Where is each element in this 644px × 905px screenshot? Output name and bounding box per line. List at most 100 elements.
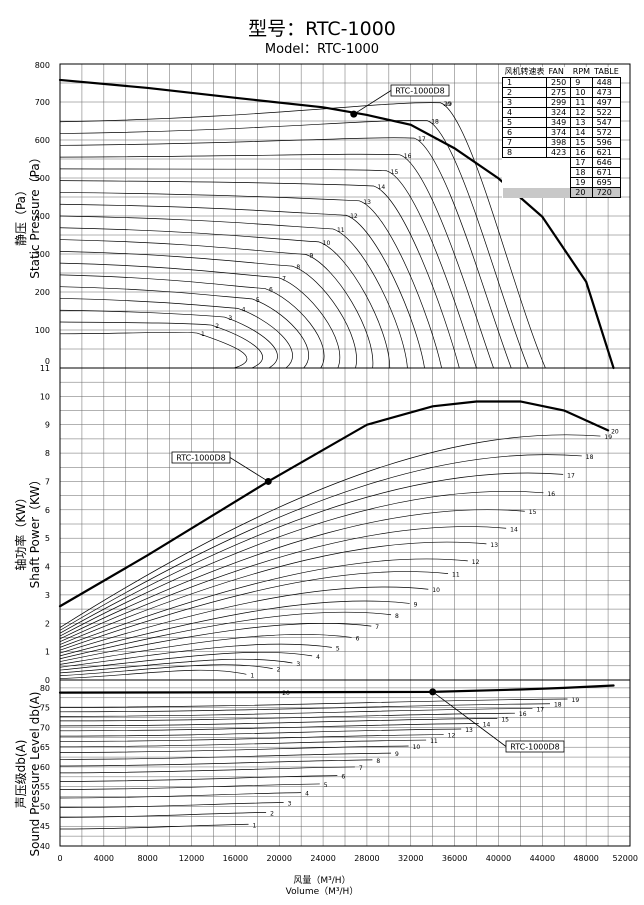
pressure-curve	[59, 321, 263, 369]
curve-label: 7	[282, 276, 286, 283]
pressure-curve	[59, 192, 442, 369]
y-tick-label: 8	[45, 449, 50, 458]
curve-label: 8	[296, 264, 300, 271]
annotation-label: RTC-1000D8	[510, 743, 559, 752]
annotation-label: RTC-1000D8	[395, 87, 444, 96]
y-tick-label: 0	[45, 676, 50, 685]
pressure-curve	[59, 137, 512, 369]
fan-table-cell: 17	[570, 157, 593, 168]
fan-table-cell	[547, 158, 571, 168]
pressure-curve	[59, 168, 477, 369]
curve-label: 15	[391, 169, 399, 176]
x-tick-label: 32000	[398, 854, 423, 863]
power-curve	[59, 541, 487, 645]
curve-label: 15	[501, 716, 509, 723]
y-tick-label: 6	[45, 506, 50, 515]
curve-label: 5	[256, 297, 260, 304]
pressure-curve	[59, 286, 309, 369]
curve-label: 8	[376, 758, 380, 765]
curve-label: 15	[529, 509, 537, 516]
sound-curve	[59, 812, 267, 818]
y-tick-label: 70	[40, 723, 50, 732]
curve-label: 10	[413, 744, 421, 751]
y-tick-label: 100	[35, 326, 50, 335]
pressure-curve	[59, 203, 425, 369]
fan-table-cell: 8	[502, 147, 547, 158]
y-tick-label: 400	[35, 212, 50, 221]
curve-label: 18	[586, 454, 594, 461]
fan-table-cell: 250	[545, 77, 572, 88]
fan-table-row: 18 671	[503, 167, 622, 178]
ylabel-power-cn: 轴功率（KW）	[14, 491, 28, 571]
curve-label: 4	[305, 791, 309, 798]
curve-label: 19	[604, 434, 612, 441]
sound-curve	[59, 766, 355, 774]
ylabel-power: 轴功率（KW） Shaft Power（KW）	[14, 451, 42, 611]
fan-table-cell	[546, 187, 571, 198]
fan-table-cell: 11	[570, 97, 593, 108]
x-tick-label: 4000	[94, 854, 114, 863]
curve-label: 1	[253, 822, 257, 829]
fan-table-cell: 646	[591, 157, 622, 168]
fan-table-cell: 522	[591, 107, 622, 118]
curve-label: 7	[359, 765, 363, 772]
curve-label: 13	[465, 727, 473, 734]
fan-table-body: 1 250 9 448 2 275 10 473 3 299 11 497 4 324 12 522 5 349 1…	[502, 77, 622, 198]
sound-curve	[59, 802, 284, 809]
sound-curve	[59, 759, 373, 767]
y-tick-label: 500	[35, 174, 50, 183]
y-tick-label: 75	[40, 704, 50, 713]
curve-label: 18	[554, 702, 562, 709]
fan-table-cell: 4	[502, 107, 547, 118]
power-curve	[59, 571, 449, 651]
fan-table-row: 8 423 16 621	[502, 147, 622, 158]
fan-table-cell: 1	[502, 77, 547, 88]
fan-table-header-cell: TABLE	[594, 67, 619, 76]
y-tick-label: 3	[45, 591, 50, 600]
power-curve	[59, 651, 313, 671]
fan-table-cell	[503, 158, 547, 168]
fan-table-header-cell: FAN	[548, 67, 564, 76]
y-tick-label: 1	[45, 648, 50, 657]
pressure-curve	[59, 180, 460, 369]
curve-label: 19	[572, 697, 580, 704]
chart-subtitle: Model：RTC-1000	[264, 42, 380, 57]
y-tick-label: 50	[40, 802, 50, 811]
sound-curve	[59, 723, 479, 732]
pressure-curve	[59, 239, 374, 369]
pressure-curve	[59, 331, 248, 369]
curve-label: 17	[418, 136, 426, 143]
power-curve	[59, 633, 352, 665]
fan-table-cell: 10	[570, 87, 593, 98]
fan-table-row: 1 250 9 448	[502, 77, 622, 88]
fan-table-row: 3 299 11 497	[502, 97, 622, 108]
fan-table-cell: 14	[570, 127, 593, 138]
x-tick-label: 52000	[613, 854, 638, 863]
ylabel-pressure-cn: 静压（Pa）	[14, 183, 28, 247]
sound-curve	[59, 703, 550, 713]
curve-label: 16	[547, 491, 555, 498]
fan-table-cell: 423	[545, 147, 572, 158]
ylabel-sound-cn: 声压级db(A)	[14, 739, 28, 809]
fan-table-row: 17 646	[503, 157, 622, 168]
curve-label: 2	[277, 667, 281, 674]
curve-label: 16	[519, 711, 527, 718]
curve-label: 7	[375, 624, 379, 631]
curve-label: 3	[296, 661, 300, 668]
fan-table-cell: 20	[570, 187, 593, 198]
fan-table-header-cell: 风机转速表	[504, 67, 545, 76]
fan-table-row: 6 374 14 572	[502, 127, 622, 138]
fan-table-cell	[503, 168, 547, 178]
ylabel-pressure: 静压（Pa） Static Pressure（Pa）	[14, 135, 42, 295]
curve-label: 9	[310, 252, 314, 259]
power-curve	[59, 526, 507, 643]
curve-label: 11	[452, 572, 460, 579]
fan-table-cell: 12	[570, 107, 593, 118]
fan-table-header-cell: RPM	[572, 67, 591, 76]
fan-table-cell: 13	[570, 117, 593, 128]
max-curve	[58, 78, 615, 370]
y-tick-label: 0	[45, 357, 50, 366]
xlabel-cn: 风量（M³/H）	[293, 876, 351, 886]
pressure-curve	[59, 153, 494, 369]
